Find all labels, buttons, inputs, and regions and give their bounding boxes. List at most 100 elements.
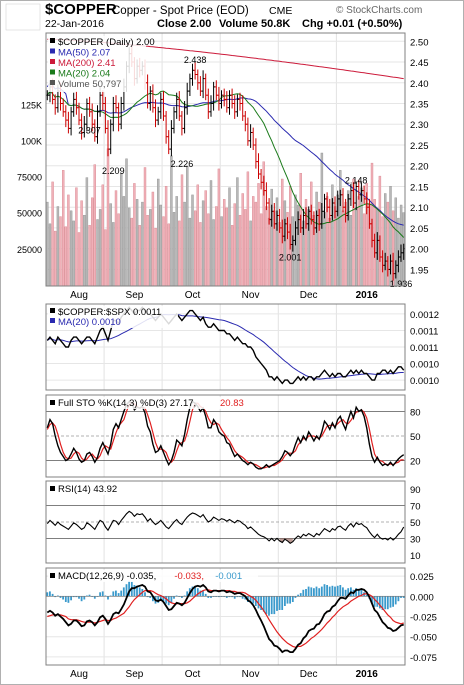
macd-histogram-bar (210, 596, 212, 598)
macd-histogram-bar (402, 596, 405, 598)
macd-histogram-bar (117, 593, 120, 597)
macd-histogram-bar (57, 595, 59, 597)
legend-backdrop (48, 483, 138, 495)
volume-bar (122, 196, 126, 287)
macd-histogram-bar (125, 584, 128, 597)
macd-histogram-bar (162, 596, 165, 602)
logo-box (5, 3, 41, 31)
macd-histogram-bar (109, 595, 112, 597)
volume-bar (143, 167, 147, 287)
macd-histogram-bar (54, 596, 57, 598)
macd-line (46, 583, 404, 654)
volume-bar (217, 168, 221, 287)
volume-bar (360, 187, 363, 287)
macd-histogram-bar (323, 584, 326, 597)
macd-histogram-bar (239, 596, 241, 598)
y-tick-label: 70 (410, 502, 421, 513)
macd-histogram-bar (104, 595, 107, 597)
macd-histogram-bar (157, 596, 160, 603)
legend-title: MACD(12,26,9) -0.035, (58, 571, 156, 582)
macd-histogram-bar (394, 596, 397, 605)
month-label: Sep (126, 669, 144, 680)
macd-histogram-bar (80, 596, 83, 602)
volume-bar (225, 207, 229, 287)
macd-histogram-bar (379, 596, 381, 609)
month-label: Nov (242, 290, 260, 301)
y-tick-label: 2.30 (410, 120, 429, 131)
macd-histogram-bar (268, 596, 270, 616)
y-tick-label: 2.35 (410, 100, 429, 111)
volume-bar (191, 194, 194, 287)
macd-histogram-bar (51, 593, 54, 597)
y-tick-label: 2.45 (410, 58, 429, 69)
volume-bar (109, 203, 112, 287)
volume-bar (188, 217, 192, 287)
macd-histogram-bar (249, 596, 252, 602)
macd-histogram-bar (276, 596, 278, 611)
chart-symbol: $COPPER (45, 1, 117, 18)
macd-histogram-bar (355, 588, 357, 597)
macd-histogram-bar (278, 596, 281, 610)
volume-bar (172, 212, 176, 287)
volume-bar (384, 193, 387, 287)
legend-swatch-title (50, 38, 55, 43)
chart-date: 22-Jan-2016 (45, 18, 104, 30)
legend-swatch-sto (50, 400, 55, 405)
y-tick-label: 20 (410, 457, 421, 468)
macd-histogram-bar (133, 585, 136, 597)
volume-bar (267, 217, 271, 287)
price-annotation: 2.307 (78, 125, 101, 135)
volume-bar (167, 223, 171, 287)
macd-histogram-bar (297, 594, 299, 597)
y-tick-label: 2.00 (410, 245, 429, 256)
volume-bar (183, 201, 186, 287)
volume-bar (159, 204, 163, 287)
macd-histogram-bar (83, 596, 86, 600)
chart-description: Copper - Spot Price (EOD) (112, 5, 249, 17)
y-tick-label: 2.20 (410, 162, 429, 173)
macd-histogram-bar (284, 596, 286, 606)
volume-bar (196, 184, 200, 287)
volume-bar (333, 206, 337, 287)
macd-histogram-bar (93, 596, 96, 599)
y-tick-label: -0.075 (410, 653, 437, 664)
macd-histogram-bar (186, 591, 189, 597)
volume-bar (54, 230, 57, 287)
y-tick-label: 0.0010 (410, 360, 439, 371)
volume-bar (315, 191, 318, 287)
macd-histogram-bar (115, 590, 117, 597)
macd-histogram-bar (75, 596, 78, 598)
legend-title: $COPPER (Daily) 2.00 (58, 37, 155, 48)
macd-histogram-bar (397, 596, 400, 602)
legend-ma200: MA(200) 2.41 (58, 58, 116, 69)
legend-swatch-ma (50, 318, 55, 323)
volume-bar (141, 201, 144, 287)
month-label: 2016 (356, 290, 379, 301)
y-tick-label: 2.15 (410, 182, 429, 193)
volume-bar (85, 177, 89, 287)
volume-bar (90, 197, 94, 287)
legend-signal: -0.033, (174, 571, 204, 582)
macd-histogram-bar (302, 589, 305, 597)
volume-bar (207, 213, 210, 287)
volume-bar (48, 223, 52, 287)
legend-ma20: MA(20) 2.04 (58, 69, 110, 80)
legend-swatch-ma20 (50, 69, 55, 75)
volume-bar (125, 158, 128, 287)
macd-histogram-bar (138, 587, 141, 597)
month-label: Dec (300, 290, 318, 301)
volume-bar (283, 200, 287, 287)
month-label: Nov (242, 669, 260, 680)
volume-bar (355, 207, 358, 287)
volume-bar (64, 226, 68, 287)
volume-bar (56, 206, 60, 287)
macd-histogram-bar (315, 586, 318, 597)
macd-histogram-bar (360, 589, 363, 597)
macd-histogram-bar (122, 587, 125, 597)
macd-histogram-bar (331, 585, 334, 597)
volume-bar (180, 174, 184, 287)
volume-bar (93, 164, 97, 287)
macd-histogram-bar (320, 586, 323, 597)
legend-backdrop (48, 397, 268, 409)
macd-histogram-bar (149, 596, 152, 598)
